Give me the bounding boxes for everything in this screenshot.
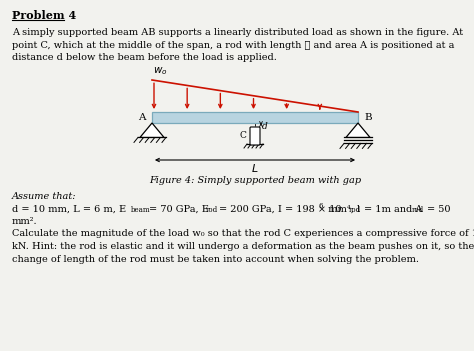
- Polygon shape: [140, 123, 164, 137]
- Text: Problem 4: Problem 4: [12, 10, 76, 21]
- Text: A simply supported beam AB supports a linearly distributed load as shown in the : A simply supported beam AB supports a li…: [12, 28, 463, 37]
- Text: = 1m and A: = 1m and A: [364, 205, 422, 213]
- Text: rod: rod: [206, 206, 218, 214]
- Text: A: A: [138, 113, 146, 122]
- Text: $w_o$: $w_o$: [153, 65, 167, 77]
- Text: d = 10 mm, L = 6 m, E: d = 10 mm, L = 6 m, E: [12, 205, 126, 213]
- Text: kN. Hint: the rod is elastic and it will undergo a deformation as the beam pushe: kN. Hint: the rod is elastic and it will…: [12, 242, 474, 251]
- Text: change of length of the rod must be taken into account when solving the problem.: change of length of the rod must be take…: [12, 254, 419, 264]
- Bar: [152, 112, 358, 123]
- Polygon shape: [346, 123, 370, 137]
- Text: $L$: $L$: [251, 162, 259, 174]
- Text: Calculate the magnitude of the load w₀ so that the rod C experiences a compressi: Calculate the magnitude of the load w₀ s…: [12, 230, 474, 238]
- Text: distance d below the beam before the load is applied.: distance d below the beam before the loa…: [12, 53, 277, 62]
- Text: B: B: [364, 113, 372, 122]
- Text: = 200 GPa, I = 198 × 10: = 200 GPa, I = 198 × 10: [219, 205, 341, 213]
- Text: beam: beam: [131, 206, 151, 214]
- Text: 6: 6: [319, 201, 323, 210]
- Text: = 50: = 50: [427, 205, 450, 213]
- Text: d: d: [262, 122, 268, 131]
- Text: rod: rod: [412, 206, 424, 214]
- Text: Figure 4: Simply supported beam with gap: Figure 4: Simply supported beam with gap: [149, 176, 361, 185]
- Text: mm⁴, l: mm⁴, l: [325, 205, 360, 213]
- Text: C: C: [239, 131, 246, 140]
- Text: rod: rod: [349, 206, 361, 214]
- FancyBboxPatch shape: [250, 127, 260, 145]
- Text: = 70 GPa, E: = 70 GPa, E: [149, 205, 209, 213]
- Text: Assume that:: Assume that:: [12, 192, 76, 201]
- Text: point C, which at the middle of the span, a rod with length ℓ and area A is posi: point C, which at the middle of the span…: [12, 40, 455, 49]
- Text: mm².: mm².: [12, 217, 37, 226]
